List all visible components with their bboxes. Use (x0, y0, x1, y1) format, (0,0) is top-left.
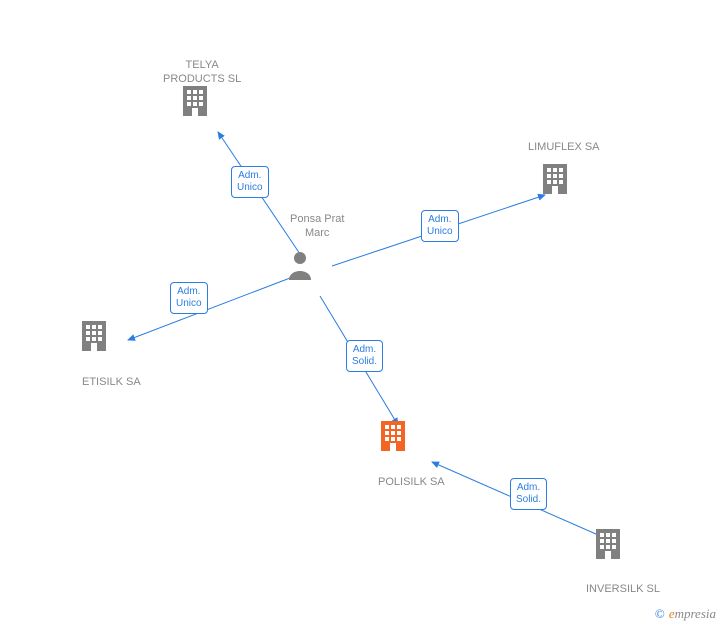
watermark: ©empresia (655, 606, 716, 622)
building-icon[interactable] (179, 84, 211, 116)
copyright-symbol: © (655, 606, 665, 621)
building-icon[interactable] (78, 319, 110, 351)
brand-rest: mpresia (675, 606, 716, 621)
edge-label: Adm. Unico (170, 282, 208, 314)
building-icon[interactable] (377, 419, 409, 451)
person-label: Ponsa Prat Marc (290, 212, 344, 241)
building-label: TELYA PRODUCTS SL (163, 58, 241, 87)
edge-label: Adm. Unico (231, 166, 269, 198)
edge-label: Adm. Solid. (346, 340, 383, 372)
building-label: LIMUFLEX SA (528, 140, 600, 154)
edge-label: Adm. Unico (421, 210, 459, 242)
building-label: ETISILK SA (82, 375, 141, 389)
edge-label: Adm. Solid. (510, 478, 547, 510)
building-icon[interactable] (592, 527, 624, 559)
building-label: INVERSILK SL (586, 582, 660, 596)
person-icon[interactable] (287, 250, 313, 280)
edge-line (128, 278, 290, 340)
building-icon[interactable] (539, 162, 571, 194)
building-label: POLISILK SA (378, 475, 445, 489)
